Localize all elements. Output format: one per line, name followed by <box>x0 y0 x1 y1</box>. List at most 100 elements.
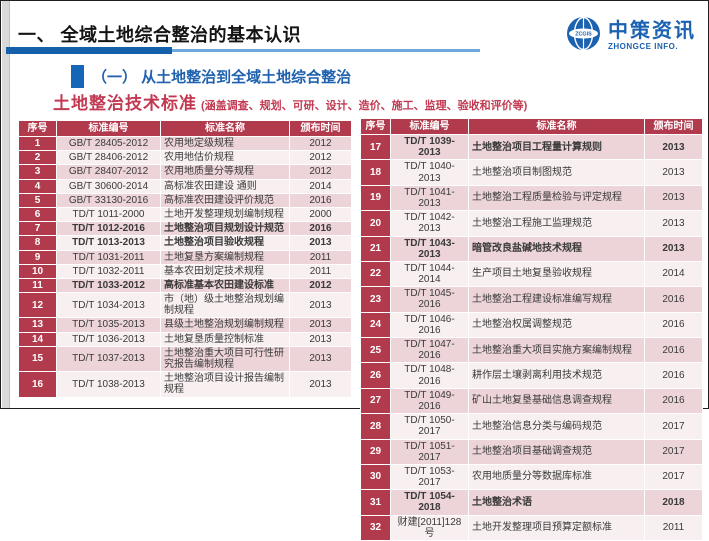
cell-no: 26 <box>360 362 391 389</box>
table-row: 19 TD/T 1041-2013 土地整治工程质量检验与评定规程 2013 <box>360 184 703 212</box>
table-row: 2 GB/T 28406-2012 农用地估价规程 2012 <box>18 150 352 166</box>
table-row: 3 GB/T 28407-2012 农用地质量分等规程 2012 <box>18 164 352 180</box>
cell-year: 2011 <box>289 249 352 265</box>
cell-code: TD/T 1044-2014 <box>390 260 469 288</box>
cell-no: 29 <box>360 438 391 465</box>
cell-year: 2016 <box>644 387 703 415</box>
cell-name: 农用地估价规程 <box>160 150 290 166</box>
cell-name: 土地整治项目制图规范 <box>468 159 645 186</box>
cell-year: 2016 <box>644 336 703 364</box>
table-row: 14 TD/T 1036-2013 土地复垦质量控制标准 2013 <box>18 331 352 347</box>
cell-year: 2013 <box>289 345 352 373</box>
cell-year: 2013 <box>644 133 703 161</box>
cell-year: 2012 <box>289 135 352 152</box>
cell-no: 25 <box>360 336 391 364</box>
cell-code: TD/T 1034-2013 <box>56 292 161 319</box>
cell-name: 土地整治项目验收规程 <box>160 235 290 251</box>
cell-name: 农用地质量分等数据库标准 <box>468 463 645 491</box>
col-header-no: 序号 <box>18 120 57 137</box>
table-row: 4 GB/T 30600-2014 高标准农田建设 通则 2014 <box>18 178 352 194</box>
cell-no: 1 <box>18 135 57 152</box>
col-header-name: 标准名称 <box>160 120 290 137</box>
svg-text:ZCGIS: ZCGIS <box>575 32 592 38</box>
cell-no: 31 <box>360 489 391 516</box>
cell-year: 2012 <box>289 277 352 294</box>
cell-code: TD/T 1013-2013 <box>56 235 161 251</box>
cell-year: 2012 <box>289 150 352 166</box>
cell-name: 土地整治项目工程量计算规则 <box>468 133 645 161</box>
table-row: 27 TD/T 1049-2016 矿山土地复垦基础信息调查规程 2016 <box>360 387 703 415</box>
table-row: 31 TD/T 1054-2018 土地整治术语 2018 <box>360 489 703 516</box>
cell-code: TD/T 1050-2017 <box>390 413 469 440</box>
cell-year: 2013 <box>644 235 703 262</box>
table-row: 29 TD/T 1051-2017 土地整治项目基础调查规范 2017 <box>360 438 703 465</box>
cell-no: 15 <box>18 345 57 373</box>
cell-code: TD/T 1048-2016 <box>390 362 469 389</box>
standards-table-right: 序号 标准编号 标准名称 颁布时间 17 TD/T 1039-2013 土地整治项目… <box>360 118 703 541</box>
cell-year: 2013 <box>644 159 703 186</box>
table-row: 24 TD/T 1046-2016 土地整治权属调整规范 2016 <box>360 311 703 339</box>
col-header-code: 标准编号 <box>56 120 161 137</box>
table-row: 25 TD/T 1047-2016 土地整治重大项目实施方案编制规程 2016 <box>360 336 703 364</box>
standards-heading-note: (涵盖调查、规划、可研、设计、造价、施工、监理、验收和评价等) <box>201 100 528 112</box>
cell-year: 2016 <box>644 362 703 389</box>
cell-year: 2011 <box>289 263 352 279</box>
cell-name: 农用地质量分等规程 <box>160 164 290 180</box>
cell-code: TD/T 1045-2016 <box>390 286 469 313</box>
table-row: 30 TD/T 1053-2017 农用地质量分等数据库标准 2017 <box>360 463 703 491</box>
table-row: 5 GB/T 33130-2016 高标准农田建设评价规范 2016 <box>18 192 352 208</box>
cell-code: TD/T 1036-2013 <box>56 331 161 347</box>
cell-year: 2014 <box>289 178 352 194</box>
table-row: 1 GB/T 28405-2012 农用地定级规程 2012 <box>18 135 352 152</box>
cell-name: 土地整治项目规划设计规范 <box>160 221 290 237</box>
page-title: 一、 全域土地综合整治的基本认识 <box>18 25 301 45</box>
standards-heading: 土地整治技术标准 (涵盖调查、规划、可研、设计、造价、施工、监理、验收和评价等) <box>53 89 527 114</box>
cell-name: 市（地）级土地整治规划编制规程 <box>160 292 290 319</box>
cell-name: 土地整治权属调整规范 <box>468 311 645 339</box>
table-header-row: 序号 标准编号 标准名称 颁布时间 <box>18 120 352 137</box>
cell-name: 土地整治重大项目实施方案编制规程 <box>468 336 645 364</box>
cell-code: GB/T 28406-2012 <box>56 150 161 166</box>
company-logo: ZCGIS 中策资讯 ZHONGCE INFO. <box>565 15 696 57</box>
col-header-name: 标准名称 <box>468 118 645 135</box>
cell-code: TD/T 1049-2016 <box>390 387 469 415</box>
table-row: 17 TD/T 1039-2013 土地整治项目工程量计算规则 2013 <box>360 133 703 161</box>
cell-no: 13 <box>18 317 57 333</box>
section-subtitle-row: （一） 从土地整治到全域土地综合整治 <box>71 65 351 88</box>
cell-no: 4 <box>18 178 57 194</box>
cell-no: 12 <box>18 292 57 319</box>
table-row: 7 TD/T 1012-2016 土地整治项目规划设计规范 2016 <box>18 221 352 237</box>
table-row: 28 TD/T 1050-2017 土地整治信息分类与编码规范 2017 <box>360 413 703 440</box>
cell-code: TD/T 1053-2017 <box>390 463 469 491</box>
cell-no: 16 <box>18 371 57 398</box>
cell-no: 17 <box>360 133 391 161</box>
cell-code: GB/T 30600-2014 <box>56 178 161 194</box>
cell-no: 7 <box>18 221 57 237</box>
cell-name: 土地开发整理规划编制规程 <box>160 206 290 223</box>
col-header-code: 标准编号 <box>390 118 469 135</box>
table-header-row: 序号 标准编号 标准名称 颁布时间 <box>360 118 703 135</box>
cell-no: 9 <box>18 249 57 265</box>
cell-year: 2016 <box>644 286 703 313</box>
cell-year: 2013 <box>644 210 703 237</box>
cell-no: 19 <box>360 184 391 212</box>
cell-no: 30 <box>360 463 391 491</box>
cell-code: TD/T 1040-2013 <box>390 159 469 186</box>
table-row: 8 TD/T 1013-2013 土地整治项目验收规程 2013 <box>18 235 352 251</box>
cell-code: TD/T 1051-2017 <box>390 438 469 465</box>
cell-no: 10 <box>18 263 57 279</box>
table-row: 18 TD/T 1040-2013 土地整治项目制图规范 2013 <box>360 159 703 186</box>
table-row: 23 TD/T 1045-2016 土地整治工程建设标准编写规程 2016 <box>360 286 703 313</box>
table-row: 12 TD/T 1034-2013 市（地）级土地整治规划编制规程 2013 <box>18 292 352 319</box>
cell-name: 耕作层土壤剥离利用技术规范 <box>468 362 645 389</box>
col-header-year: 颁布时间 <box>289 120 352 137</box>
blue-square-bullet <box>71 65 84 88</box>
cell-name: 农用地定级规程 <box>160 135 290 152</box>
cell-code: GB/T 28405-2012 <box>56 135 161 152</box>
cell-name: 土地整治项目设计报告编制规程 <box>160 371 290 398</box>
cell-no: 2 <box>18 150 57 166</box>
cell-year: 2014 <box>644 260 703 288</box>
cell-no: 5 <box>18 192 57 208</box>
cell-no: 18 <box>360 159 391 186</box>
cell-code: TD/T 1047-2016 <box>390 336 469 364</box>
